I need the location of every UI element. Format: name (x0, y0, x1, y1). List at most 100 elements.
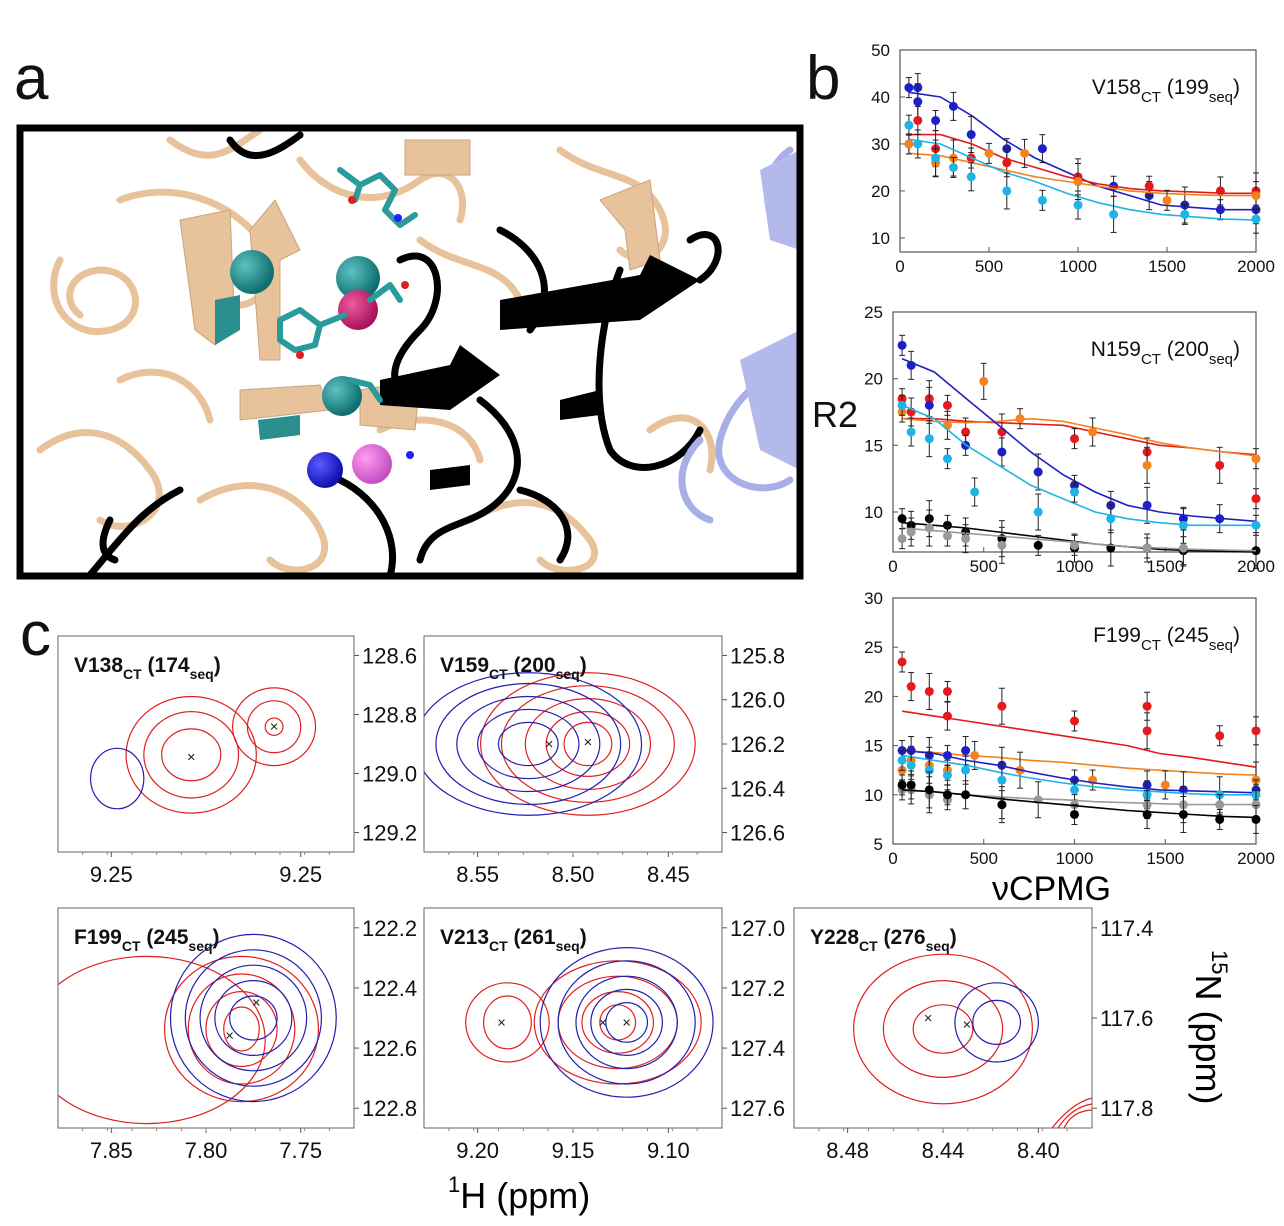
red-contour (581, 991, 655, 1054)
data-point-blue (1215, 205, 1225, 215)
data-point-red (1215, 186, 1225, 196)
spectrum-1: × × V138CT (174seq) 9.25 9.25 128.6 128.8 129.0… (57, 635, 417, 887)
red-contour (912, 1004, 974, 1054)
data-point-cyan (1178, 520, 1188, 530)
data-point-cyan (1073, 200, 1083, 210)
vcpmg-axis-label: νCPMG (992, 870, 1111, 908)
x-tick-label: 9.20 (456, 1138, 499, 1163)
data-point-red (1070, 434, 1079, 444)
peak-marker: × (598, 1014, 607, 1031)
x-tick-label: 7.80 (185, 1138, 228, 1163)
peak-marker: × (924, 1010, 933, 1027)
red-contour (223, 1006, 260, 1052)
x-tick-label: 9.10 (647, 1138, 690, 1163)
blue-contour (972, 999, 1022, 1046)
data-point-gray (897, 534, 907, 544)
red-contour (205, 990, 278, 1067)
data-point-cyan (1251, 214, 1261, 224)
y-tick-label: 128.8 (362, 702, 417, 727)
spectrum-title: V138CT (174seq) (74, 654, 221, 682)
data-point-blue (942, 750, 952, 760)
y-tick-label: 25 (864, 303, 883, 322)
red-contour (232, 687, 317, 767)
spectrum-title: Y228CT (276seq) (810, 926, 957, 954)
y-tick-label: 126.6 (730, 821, 785, 846)
fit-line-blue (902, 749, 1257, 794)
data-point-gray (1070, 540, 1079, 550)
data-point-gray (1251, 800, 1261, 810)
peak-marker: × (584, 734, 593, 751)
x-tick-label: 9.15 (552, 1138, 595, 1163)
data-point-cyan (1070, 785, 1079, 795)
plot-title: V158CT (199seq) (1092, 76, 1240, 106)
blue-contour (214, 979, 293, 1056)
data-point-black (906, 780, 916, 790)
data-point-blue (997, 447, 1007, 457)
y-tick-label: 20 (864, 687, 883, 706)
data-point-red (897, 657, 907, 667)
x-tick-label: 1500 (1148, 257, 1186, 276)
protein-structure-image (16, 124, 804, 580)
red-contour (264, 717, 284, 736)
data-point-red (913, 115, 923, 125)
y-tick-label: 30 (871, 135, 890, 154)
proton-axis-label: 1H (ppm) (448, 1172, 590, 1216)
dispersion-plot-3: 0 500 1000 1500 2000 5 10 15 20 25 30 F199CT (245se… (864, 589, 1275, 868)
y-tick-label: 117.4 (1100, 916, 1153, 941)
x-tick-label: 7.85 (90, 1138, 133, 1163)
data-point-blue (906, 746, 916, 756)
data-point-orange (1251, 454, 1261, 464)
x-tick-label: 500 (975, 257, 1003, 276)
blue-contour (169, 933, 337, 1103)
data-point-orange (1015, 414, 1025, 424)
x-tick-label: 0 (895, 257, 904, 276)
y-tick-label: 50 (871, 41, 890, 60)
x-tick-label: 9.25 (279, 862, 322, 887)
data-point-cyan (1002, 186, 1012, 196)
red-contour (187, 973, 296, 1085)
fit-line-red (908, 133, 1256, 195)
y-tick-label: 127.2 (730, 976, 785, 1001)
y-tick-label: 126.2 (730, 732, 785, 757)
red-contour (524, 698, 652, 790)
data-point-orange (984, 148, 994, 158)
red-contour (163, 955, 320, 1103)
fit-line-black (902, 789, 1257, 819)
data-point-orange (1073, 177, 1083, 187)
data-point-red (1070, 716, 1079, 726)
red-contour (500, 685, 675, 803)
data-point-orange (942, 420, 952, 430)
spectrum-title: V213CT (261seq) (440, 926, 587, 954)
data-point-cyan (1037, 195, 1047, 205)
data-point-black (897, 780, 907, 790)
data-point-blue (948, 101, 958, 111)
x-tick-label: 8.45 (647, 862, 690, 887)
data-point-blue (906, 360, 916, 370)
structure-frame (16, 124, 804, 580)
fit-line-gray (902, 527, 1257, 552)
red-contour (852, 953, 1033, 1105)
data-point-orange (1088, 427, 1098, 437)
fit-line-black (902, 521, 1257, 553)
x-tick-label: 7.75 (279, 1138, 322, 1163)
data-point-blue (913, 97, 923, 107)
data-point-gray (942, 531, 952, 541)
peak-marker: × (622, 1014, 631, 1031)
data-point-cyan (1070, 487, 1079, 497)
red-contour (480, 672, 696, 816)
blue-contour (456, 695, 601, 793)
y-tick-label: 15 (864, 737, 883, 756)
y-tick-label: 117.8 (1100, 1096, 1153, 1121)
red-contour (545, 710, 631, 777)
data-point-red (942, 711, 952, 721)
y-tick-label: 125.8 (730, 643, 785, 668)
x-tick-label: 8.48 (826, 1138, 869, 1163)
data-point-cyan (924, 765, 934, 775)
data-point-cyan (906, 427, 916, 437)
y-tick-label: 122.4 (362, 976, 417, 1001)
red-contour (143, 710, 240, 799)
data-point-red (942, 686, 952, 696)
data-point-cyan (961, 765, 971, 775)
red-contour (465, 982, 550, 1063)
